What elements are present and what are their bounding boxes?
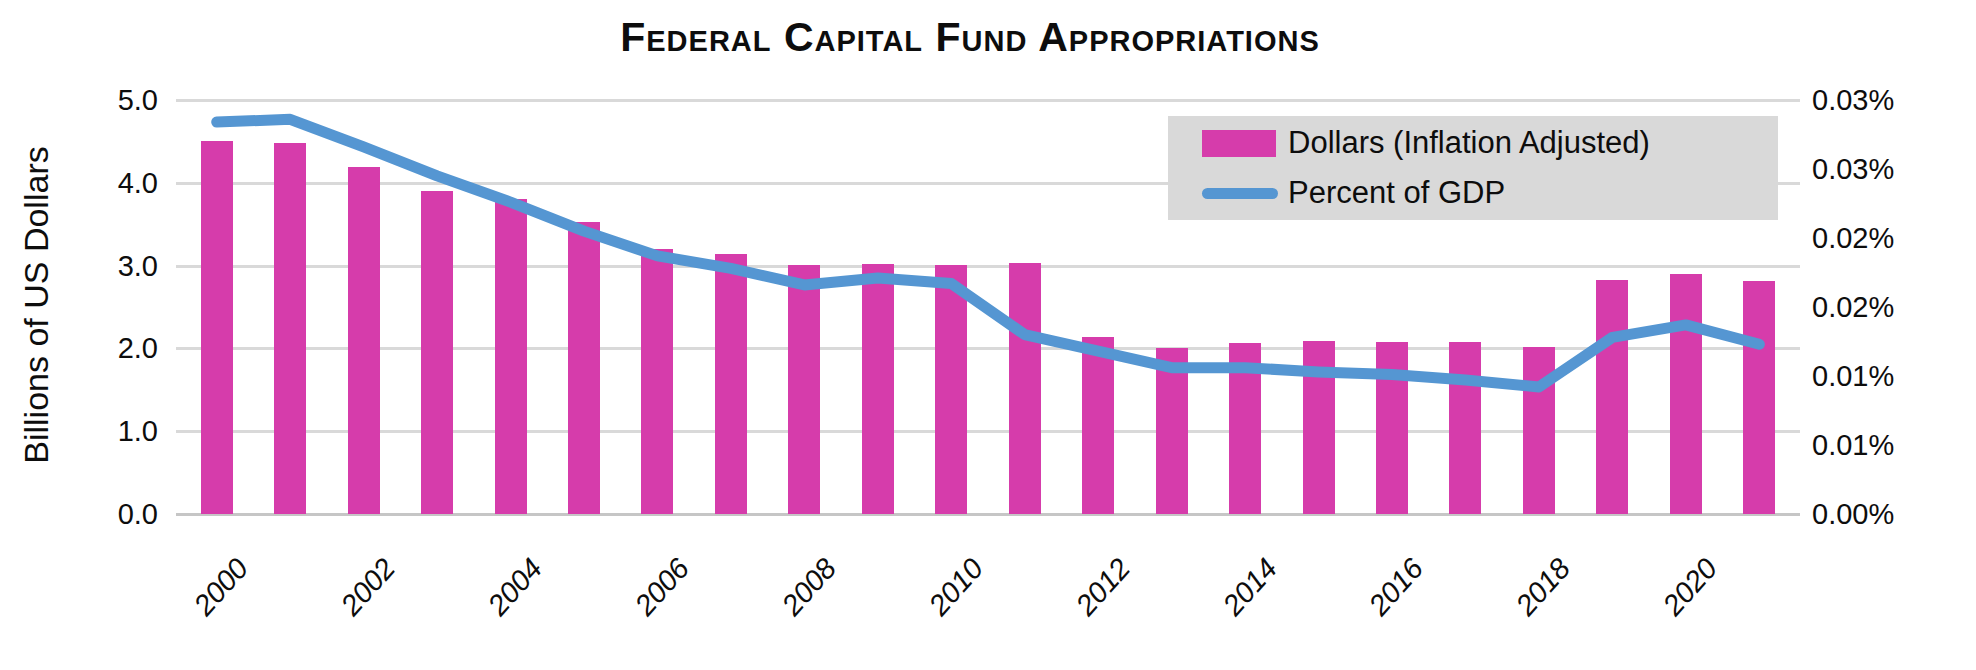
right-tick-label: 0.03% <box>1812 154 1894 184</box>
right-tick-label: 0.02% <box>1812 292 1894 322</box>
x-tick-label-2012: 2012 <box>1069 552 1137 622</box>
line-series-swatch <box>1202 188 1278 199</box>
legend-entry-line[interactable]: Percent of GDP <box>1168 170 1778 216</box>
right-tick-label: 0.00% <box>1812 499 1894 529</box>
chart: Federal Capital Fund Appropriations Bill… <box>0 0 1976 670</box>
left-tick-label: 5.0 <box>38 85 158 115</box>
x-tick-label-2020: 2020 <box>1657 552 1725 622</box>
right-tick-label: 0.02% <box>1812 223 1894 253</box>
legend: Dollars (Inflation Adjusted) Percent of … <box>1168 116 1778 220</box>
x-tick-label-2016: 2016 <box>1363 552 1431 622</box>
x-tick-label-2004: 2004 <box>481 552 549 622</box>
chart-title: Federal Capital Fund Appropriations <box>0 14 1940 61</box>
legend-label-bars: Dollars (Inflation Adjusted) <box>1288 125 1650 161</box>
x-tick-label-2018: 2018 <box>1510 552 1578 622</box>
right-tick-label: 0.01% <box>1812 361 1894 391</box>
x-tick-label-2000: 2000 <box>188 552 256 622</box>
right-tick-label: 0.01% <box>1812 430 1894 460</box>
left-tick-label: 4.0 <box>38 168 158 198</box>
x-tick-label-2010: 2010 <box>922 552 990 622</box>
x-tick-label-2014: 2014 <box>1216 552 1284 622</box>
legend-label-line: Percent of GDP <box>1288 175 1505 211</box>
x-tick-label-2006: 2006 <box>628 552 696 622</box>
bar-series-swatch <box>1202 130 1276 157</box>
right-tick-label: 0.03% <box>1812 85 1894 115</box>
left-tick-label: 1.0 <box>38 416 158 446</box>
left-tick-label: 2.0 <box>38 333 158 363</box>
left-tick-label: 3.0 <box>38 251 158 281</box>
legend-entry-bars[interactable]: Dollars (Inflation Adjusted) <box>1168 120 1778 166</box>
x-tick-label-2002: 2002 <box>334 552 402 622</box>
x-tick-label-2008: 2008 <box>775 552 843 622</box>
left-tick-label: 0.0 <box>38 499 158 529</box>
